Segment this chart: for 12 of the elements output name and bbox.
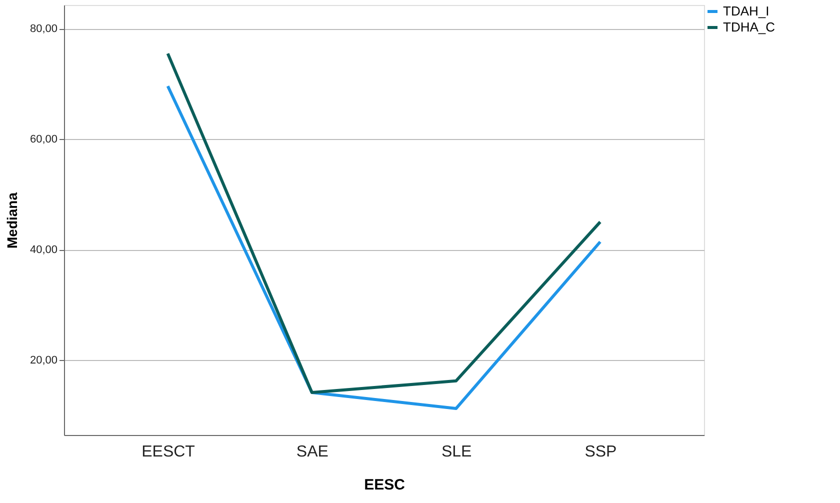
x-tick-label: SSP bbox=[584, 444, 617, 460]
y-tick-label: 80,00 bbox=[30, 23, 58, 36]
x-tick-label: EESCT bbox=[142, 444, 196, 460]
x-tick-label: SAE bbox=[296, 444, 328, 460]
y-axis-title: Mediana bbox=[4, 192, 20, 249]
x-tick-label: SLE bbox=[441, 444, 472, 460]
legend-label: TDHA_C bbox=[723, 20, 776, 34]
y-tick-label: 60,00 bbox=[30, 134, 58, 146]
y-tick-label: 40,00 bbox=[30, 244, 58, 256]
x-axis-title: EESC bbox=[364, 476, 406, 494]
legend-label: TDAH_I bbox=[723, 4, 770, 18]
y-tick-label: 20,00 bbox=[30, 354, 58, 366]
